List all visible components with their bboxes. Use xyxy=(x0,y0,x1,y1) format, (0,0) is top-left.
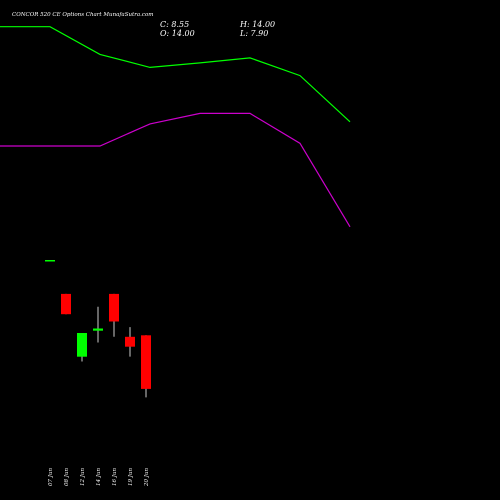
candle-16-jun xyxy=(109,293,119,337)
candle-body xyxy=(109,293,119,322)
candle-12-jun xyxy=(77,333,87,362)
candle-07-jun xyxy=(45,260,55,262)
x-tick-label: 14 Jun xyxy=(96,468,102,486)
candle-20-jun xyxy=(141,335,151,398)
x-tick-label: 16 Jun xyxy=(112,468,118,486)
candle-14-jun xyxy=(93,306,103,343)
x-tick-label: 20 Jun xyxy=(144,468,150,487)
candles-group xyxy=(45,260,151,398)
candle-08-jun xyxy=(61,293,71,315)
x-tick-label: 07 Jun xyxy=(48,468,54,486)
indicator-lines xyxy=(0,26,351,228)
candle-body xyxy=(45,260,55,262)
x-tick-label: 12 Jun xyxy=(80,468,86,486)
lower-band-line xyxy=(0,112,351,228)
candle-body xyxy=(93,328,103,331)
candle-body xyxy=(141,335,151,389)
close-value: C: 8.55 xyxy=(160,20,189,29)
candle-19-jun xyxy=(125,327,135,357)
upper-band-line xyxy=(0,26,351,123)
candle-body xyxy=(77,333,87,357)
x-tick-label: 08 Jun xyxy=(64,468,70,486)
candle-body xyxy=(125,336,135,347)
x-tick-label: 19 Jun xyxy=(128,468,134,486)
x-axis-ticks: 07 Jun 08 Jun 12 Jun 14 Jun 16 Jun 19 Jun 20 J… xyxy=(48,468,150,487)
high-value: H: 14.00 xyxy=(239,20,275,29)
chart-title: CONCOR 520 CE Options Chart MunafaSutra.… xyxy=(12,12,154,18)
low-value: L: 7.90 xyxy=(239,29,268,38)
open-value: O: 14.00 xyxy=(160,29,195,38)
candle-body xyxy=(61,293,71,315)
